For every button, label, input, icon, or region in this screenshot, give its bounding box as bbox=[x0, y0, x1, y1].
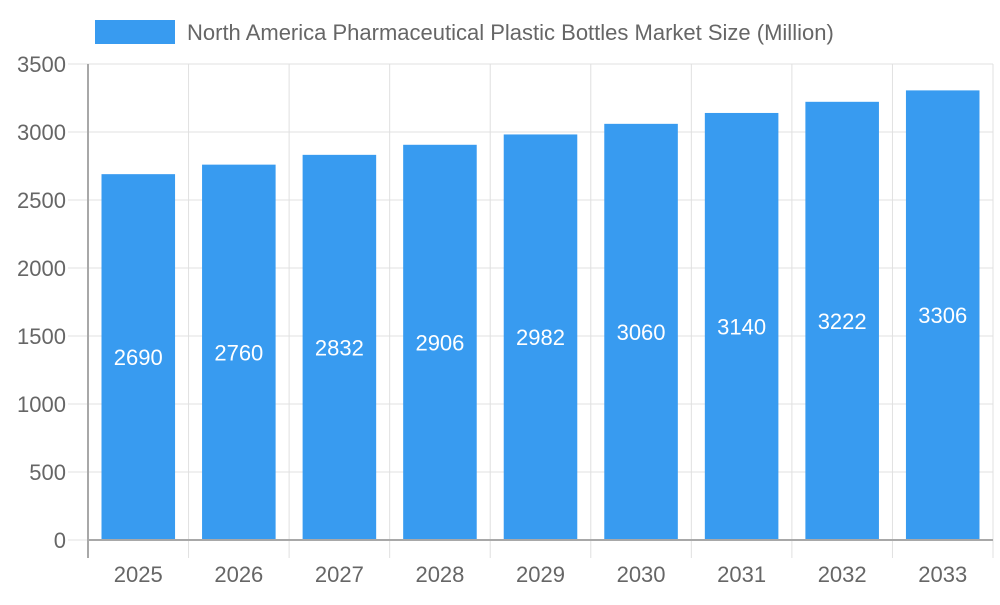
y-tick-label: 1000 bbox=[17, 392, 66, 417]
x-tick-label: 2032 bbox=[818, 562, 867, 587]
y-tick-label: 0 bbox=[54, 528, 66, 553]
bar bbox=[403, 144, 477, 540]
bar bbox=[202, 164, 276, 540]
legend: North America Pharmaceutical Plastic Bot… bbox=[95, 20, 834, 45]
data-label: 3306 bbox=[918, 303, 967, 328]
bar bbox=[503, 134, 578, 540]
bar bbox=[604, 123, 678, 540]
y-tick-label: 3500 bbox=[17, 52, 66, 77]
x-tick-label: 2030 bbox=[617, 562, 666, 587]
y-tick-label: 1500 bbox=[17, 324, 66, 349]
bar bbox=[704, 112, 779, 541]
y-tick-label: 500 bbox=[29, 460, 66, 485]
bar bbox=[905, 90, 980, 540]
data-label: 2832 bbox=[315, 335, 364, 360]
x-tick-label: 2025 bbox=[114, 562, 163, 587]
legend-label: North America Pharmaceutical Plastic Bot… bbox=[187, 20, 834, 45]
x-tick-label: 2028 bbox=[415, 562, 464, 587]
bar bbox=[302, 154, 377, 540]
data-label: 2906 bbox=[415, 330, 464, 355]
data-label: 3060 bbox=[617, 320, 666, 345]
legend-swatch bbox=[95, 20, 175, 44]
axes: 0 500 1000 1500 2000 2500 3000 3500 2025 2026 2027… bbox=[17, 52, 993, 587]
y-tick-label: 3000 bbox=[17, 120, 66, 145]
data-label: 2690 bbox=[114, 345, 163, 370]
bar bbox=[101, 174, 176, 540]
x-tick-label: 2029 bbox=[516, 562, 565, 587]
data-label: 3222 bbox=[818, 309, 867, 334]
x-tick-label: 2026 bbox=[214, 562, 263, 587]
data-label: 2760 bbox=[214, 340, 263, 365]
x-tick-label: 2033 bbox=[918, 562, 967, 587]
y-tick-label: 2000 bbox=[17, 256, 66, 281]
y-tick-label: 2500 bbox=[17, 188, 66, 213]
data-label: 3140 bbox=[717, 314, 766, 339]
x-tick-label: 2027 bbox=[315, 562, 364, 587]
data-label: 2982 bbox=[516, 325, 565, 350]
bars: 2690 2760 2832 2906 2982 3060 3140 3222 3306 bbox=[101, 90, 980, 541]
bar bbox=[805, 101, 879, 541]
x-tick-label: 2031 bbox=[717, 562, 766, 587]
